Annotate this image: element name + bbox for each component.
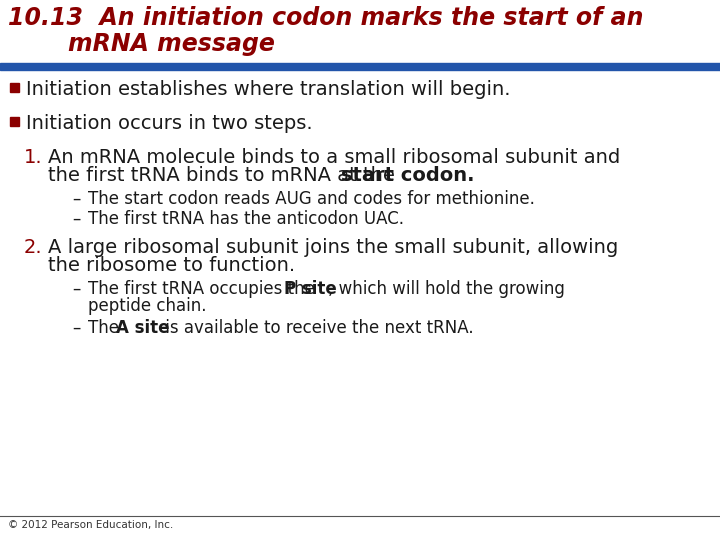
Text: © 2012 Pearson Education, Inc.: © 2012 Pearson Education, Inc. <box>8 520 174 530</box>
Text: The: The <box>88 319 125 337</box>
Bar <box>10 83 19 92</box>
Text: , which will hold the growing: , which will hold the growing <box>328 280 564 298</box>
Bar <box>0 63 720 70</box>
Text: Initiation establishes where translation will begin.: Initiation establishes where translation… <box>26 80 510 99</box>
Text: the first tRNA binds to mRNA at the: the first tRNA binds to mRNA at the <box>48 166 401 185</box>
Text: P site: P site <box>284 280 336 298</box>
Bar <box>10 117 19 126</box>
Text: A site: A site <box>116 319 169 337</box>
Text: –: – <box>72 319 81 337</box>
Text: mRNA message: mRNA message <box>68 32 275 56</box>
Text: the ribosome to function.: the ribosome to function. <box>48 256 295 275</box>
Text: Initiation occurs in two steps.: Initiation occurs in two steps. <box>26 114 312 133</box>
Text: –: – <box>72 210 81 228</box>
Text: 1.: 1. <box>23 148 42 167</box>
Text: –: – <box>72 280 81 298</box>
Text: An mRNA molecule binds to a small ribosomal subunit and: An mRNA molecule binds to a small riboso… <box>48 148 620 167</box>
Text: The first tRNA has the anticodon UAC.: The first tRNA has the anticodon UAC. <box>88 210 404 228</box>
Text: The start codon reads AUG and codes for methionine.: The start codon reads AUG and codes for … <box>88 190 535 208</box>
Text: The first tRNA occupies the: The first tRNA occupies the <box>88 280 320 298</box>
Text: –: – <box>72 190 81 208</box>
Text: peptide chain.: peptide chain. <box>88 297 207 315</box>
Text: 10.13  An initiation codon marks the start of an: 10.13 An initiation codon marks the star… <box>8 6 644 30</box>
Text: start codon.: start codon. <box>341 166 474 185</box>
Text: A large ribosomal subunit joins the small subunit, allowing: A large ribosomal subunit joins the smal… <box>48 238 618 257</box>
Text: is available to receive the next tRNA.: is available to receive the next tRNA. <box>160 319 474 337</box>
Text: 2.: 2. <box>23 238 42 257</box>
